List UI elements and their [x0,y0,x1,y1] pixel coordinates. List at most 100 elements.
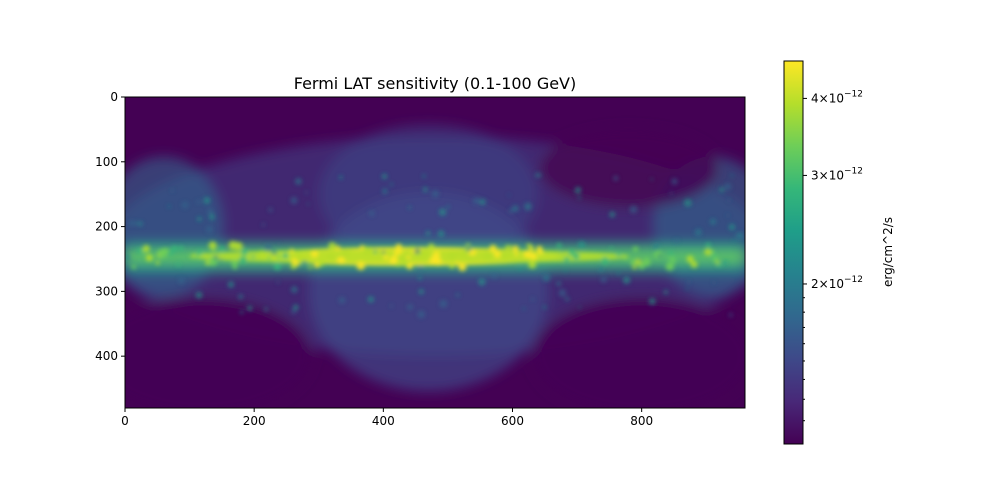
colorbar-tick-exponent: −12 [844,166,863,176]
plane-knot [137,248,143,254]
cloud-speckle [671,178,678,185]
cloud-speckle [669,259,673,263]
cloud-speckle [564,269,567,272]
plane-knot [690,260,698,268]
cloud-speckle [422,174,426,178]
plane-knot [494,250,501,258]
cloud-speckle [238,294,244,300]
cloud-speckle [518,266,522,270]
plane-knot [276,254,281,260]
plane-knot [142,245,150,253]
plane-knot [459,248,468,257]
cloud-speckle [268,207,273,212]
plane-knot [665,261,675,271]
cloud-speckle [261,223,265,227]
colorbar-tick-base: 10 [829,91,844,105]
plane-knot [340,248,350,258]
colorbar-tick-exponent: −12 [844,275,863,285]
cloud-speckle [220,258,223,262]
cloud-speckle [390,183,393,186]
cloud-speckle [135,221,139,225]
cloud-speckle [246,305,253,312]
cloud-speckle [709,218,717,225]
x-tick-label: 800 [630,414,653,428]
cloud-speckle [292,304,299,311]
plane-knot [601,256,609,265]
cloud-speckle [560,249,564,253]
plane-knot [337,256,346,265]
cloud-speckle [728,313,733,317]
diffuse-emission [318,124,539,265]
heatmap-image [125,97,745,408]
plane-knot [556,243,562,249]
plane-knot [523,250,532,258]
cloud-speckle [524,202,532,211]
plane-knot [162,247,170,255]
cloud-speckle [338,296,346,304]
cloud-speckle [369,210,375,217]
plane-knot [360,245,365,250]
cloud-speckle [295,178,302,185]
plane-knot [395,243,402,251]
cloud-speckle [446,205,450,208]
plane-knot [642,257,651,267]
plane-knot [251,255,255,259]
plane-knot [390,259,394,263]
cloud-speckle [542,273,551,282]
cloud-speckle [422,187,428,192]
plane-knot [632,246,639,253]
plane-knot [241,248,248,256]
plane-knot [396,253,405,262]
colorbar-tick-label: 4×10−12 [811,89,863,105]
plane-knot [447,250,457,259]
cloud-speckle [735,231,744,240]
plane-knot [432,251,441,259]
cloud-speckle [195,291,203,299]
dark-region [538,128,719,209]
plane-knot [712,256,718,262]
cloud-speckle [240,310,244,314]
plane-knot [428,243,435,250]
plane-knot [422,247,429,254]
cloud-speckle [617,272,620,275]
cloud-speckle [622,276,631,284]
colorbar-ticks: 4×10−123×10−122×10−12 [803,89,863,422]
dark-region [125,296,313,408]
plane-knot [310,250,319,258]
y-tick-label: 300 [95,284,118,298]
plane-knot [131,264,136,270]
dark-region [531,296,745,408]
plane-knot [485,258,490,262]
cloud-speckle [565,296,570,302]
cloud-speckle [600,276,607,283]
plane-knot [145,254,153,262]
cloud-speckle [170,188,174,192]
cloud-speckle [722,260,728,266]
plane-knot [455,261,460,266]
plane-knot [632,264,637,270]
cloud-speckle [531,297,535,301]
plane-knot [297,251,302,256]
plane-knot [141,250,145,254]
plane-knot [218,246,225,253]
cloud-speckle [558,289,567,297]
plane-knot [458,263,467,272]
cloud-speckle [125,253,132,261]
cloud-speckle [577,241,586,249]
plane-knot [514,252,518,256]
cloud-speckle [613,175,619,181]
plane-knot [356,261,366,270]
plane-knot [609,246,613,250]
plane-knot [167,250,173,256]
cloud-speckle [556,281,562,287]
plane-knot [564,256,570,263]
cloud-speckle [264,243,273,252]
cloud-speckle [577,196,581,199]
plane-knot [197,249,203,256]
cloud-speckle [290,196,298,204]
plane-knot [449,263,455,269]
plane-knot [686,255,694,263]
plane-knot [500,250,510,259]
plane-knot [526,243,531,248]
